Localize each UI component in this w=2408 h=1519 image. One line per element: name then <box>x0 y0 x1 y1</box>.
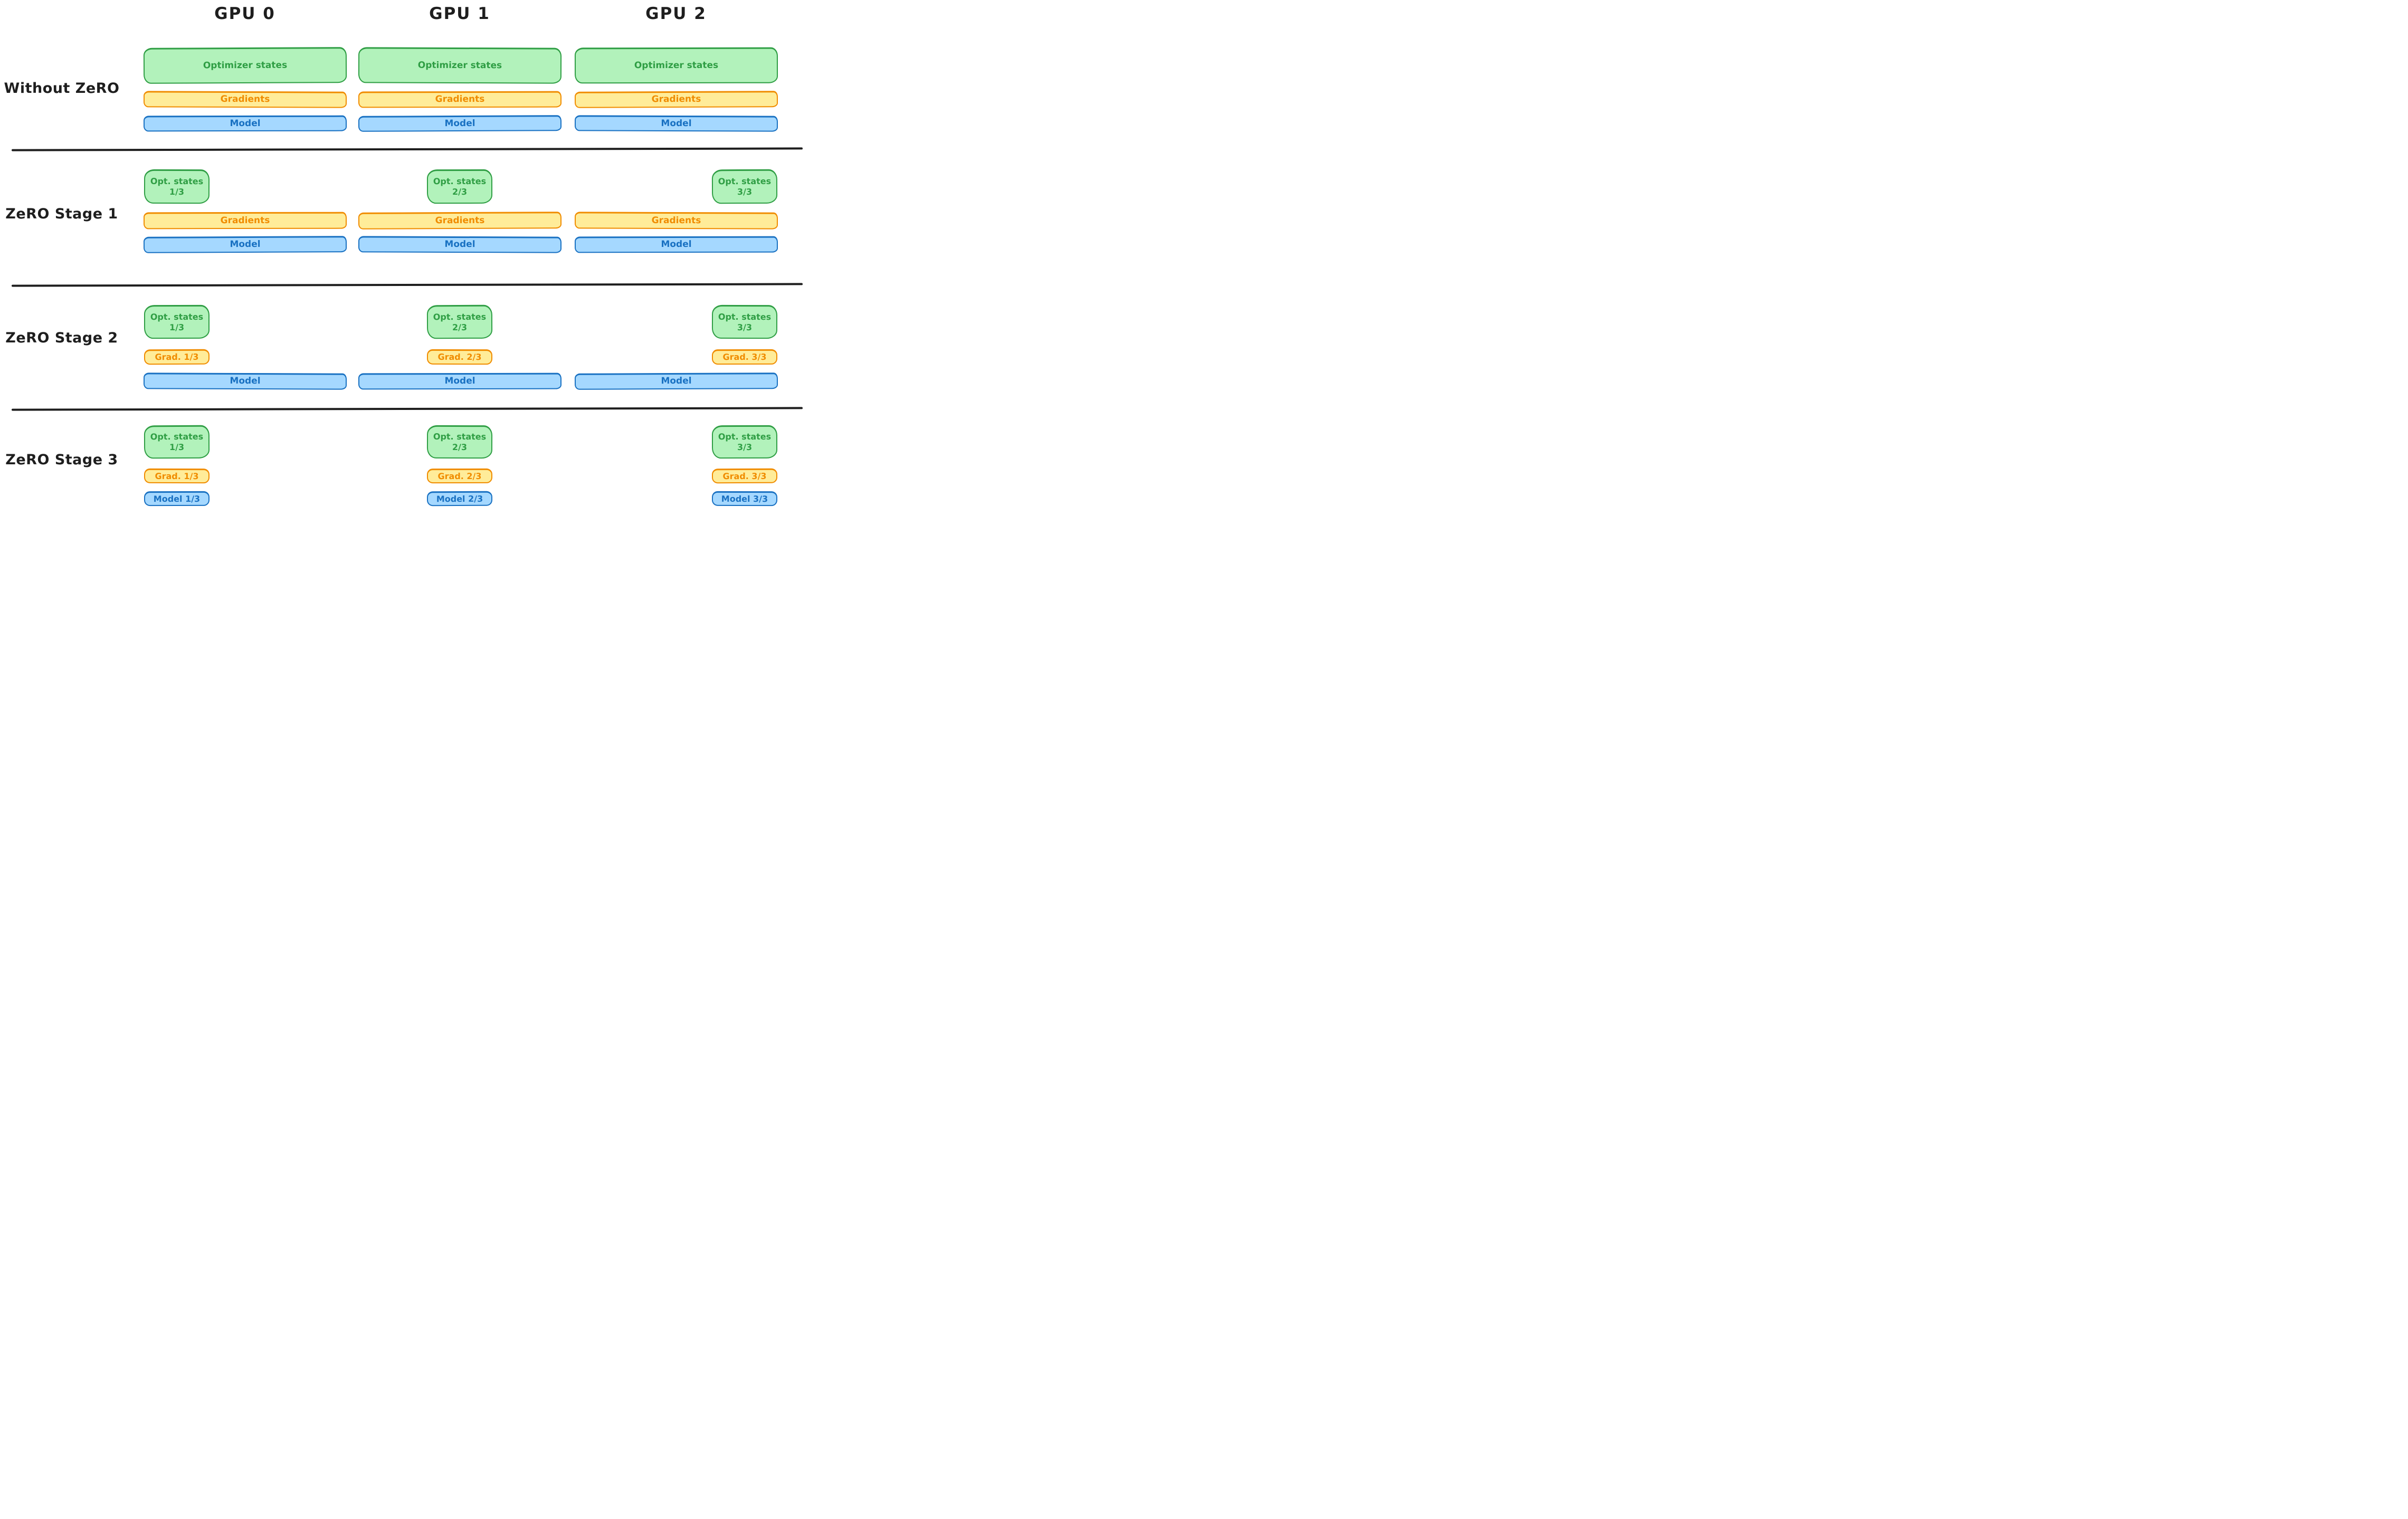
gradients-box: Gradients <box>358 91 562 108</box>
model-box: Model <box>358 115 562 132</box>
box-label: 3/3 <box>737 442 753 453</box>
row-label: Without ZeRO <box>4 80 120 97</box>
gradients-box: Gradients <box>143 212 347 230</box>
model-box: Model <box>358 236 562 253</box>
box-label: 3/3 <box>737 322 753 332</box>
box-label: Grad. 3/3 <box>722 471 767 481</box>
row-divider-line <box>11 407 803 411</box>
optimizer-box: Optimizer states <box>358 47 562 84</box>
optimizer-box: Opt. states 2/3 <box>426 304 493 339</box>
box-label: Opt. states <box>433 311 487 322</box>
box-label: Model 3/3 <box>721 493 768 504</box>
box-label: Model <box>661 239 692 250</box>
box-label: Model 2/3 <box>436 493 483 504</box>
model-box: Model <box>574 236 778 253</box>
box-label: Opt. states <box>718 176 772 187</box>
box-label: 1/3 <box>169 322 185 332</box>
box-label: Model <box>230 118 261 129</box>
gradients-box: Grad. 2/3 <box>426 468 493 484</box>
box-label: 1/3 <box>169 442 185 453</box>
box-label: Gradients <box>220 215 270 226</box>
model-box: Model <box>143 115 347 132</box>
gradients-box: Gradients <box>574 212 778 230</box>
optimizer-box: Opt. states 1/3 <box>144 425 210 459</box>
model-box: Model <box>574 372 778 390</box>
box-label: Model <box>444 118 475 129</box>
box-label: Optimizer states <box>417 60 502 71</box>
box-label: Model <box>230 239 261 250</box>
optimizer-box: Optimizer states <box>574 47 778 84</box>
box-label: Optimizer states <box>634 60 719 71</box>
box-label: Gradients <box>651 215 701 226</box>
optimizer-box: Opt. states 3/3 <box>711 425 778 459</box>
optimizer-box: Opt. states 2/3 <box>426 425 493 459</box>
box-label: Model 1/3 <box>153 493 201 504</box>
gradients-box: Gradients <box>574 91 778 108</box>
model-box: Model <box>143 236 347 253</box>
optimizer-box: Optimizer states <box>143 47 347 84</box>
box-label: 2/3 <box>452 442 468 453</box>
box-label: Gradients <box>220 94 270 105</box>
box-label: Model <box>444 239 475 250</box>
box-label: Gradients <box>435 215 485 226</box>
box-label: Grad. 2/3 <box>437 351 482 362</box>
box-label: 3/3 <box>737 186 753 197</box>
row-divider-line <box>11 283 803 287</box>
box-label: Gradients <box>651 94 701 105</box>
box-label: Gradients <box>435 94 485 105</box>
model-box: Model 2/3 <box>426 491 493 507</box>
gradients-box: Grad. 3/3 <box>711 468 778 484</box>
box-label: Opt. states <box>150 176 204 187</box>
gradients-box: Grad. 2/3 <box>426 349 493 365</box>
box-label: Model <box>661 376 692 387</box>
gradients-box: Gradients <box>358 212 562 230</box>
box-label: 1/3 <box>169 186 185 197</box>
box-label: Opt. states <box>718 311 772 322</box>
gradients-box: Gradients <box>143 91 347 108</box>
box-label: Model <box>230 376 261 387</box>
box-label: 2/3 <box>452 186 468 197</box>
model-box: Model <box>574 115 778 132</box>
box-label: Model <box>661 118 692 129</box>
gradients-box: Grad. 3/3 <box>711 349 778 365</box>
zero-stages-diagram: GPU 0 GPU 1 GPU 2 Without ZeRO Optimizer … <box>0 0 803 507</box>
gpu-column-header-1: GPU 1 <box>429 4 490 23</box>
optimizer-box: Opt. states 3/3 <box>711 169 778 204</box>
box-label: Grad. 1/3 <box>155 471 199 481</box>
gpu-column-header-0: GPU 0 <box>214 4 275 23</box>
box-label: Model <box>444 376 475 387</box>
box-label: Optimizer states <box>203 60 288 71</box>
model-box: Model <box>143 372 347 390</box>
row-label: ZeRO Stage 3 <box>5 452 118 468</box>
box-label: Opt. states <box>150 431 204 442</box>
row-label: ZeRO Stage 2 <box>5 330 118 346</box>
box-label: Opt. states <box>150 311 204 322</box>
gpu-column-header-2: GPU 2 <box>645 4 707 23</box>
row-label: ZeRO Stage 1 <box>5 206 118 222</box>
optimizer-box: Opt. states 2/3 <box>426 169 493 204</box>
box-label: Grad. 3/3 <box>722 351 767 362</box>
box-label: Grad. 1/3 <box>155 351 199 362</box>
box-label: Opt. states <box>718 431 772 442</box>
gradients-box: Grad. 1/3 <box>144 349 210 365</box>
optimizer-box: Opt. states 3/3 <box>711 304 778 339</box>
box-label: Grad. 2/3 <box>437 471 482 481</box>
box-label: Opt. states <box>433 176 487 187</box>
model-box: Model <box>358 372 562 390</box>
box-label: 2/3 <box>452 322 468 332</box>
gradients-box: Grad. 1/3 <box>144 468 210 484</box>
optimizer-box: Opt. states 1/3 <box>144 169 210 204</box>
box-label: Opt. states <box>433 431 487 442</box>
model-box: Model 1/3 <box>144 491 210 507</box>
row-divider-line <box>11 147 803 151</box>
model-box: Model 3/3 <box>711 491 778 507</box>
optimizer-box: Opt. states 1/3 <box>144 304 210 339</box>
